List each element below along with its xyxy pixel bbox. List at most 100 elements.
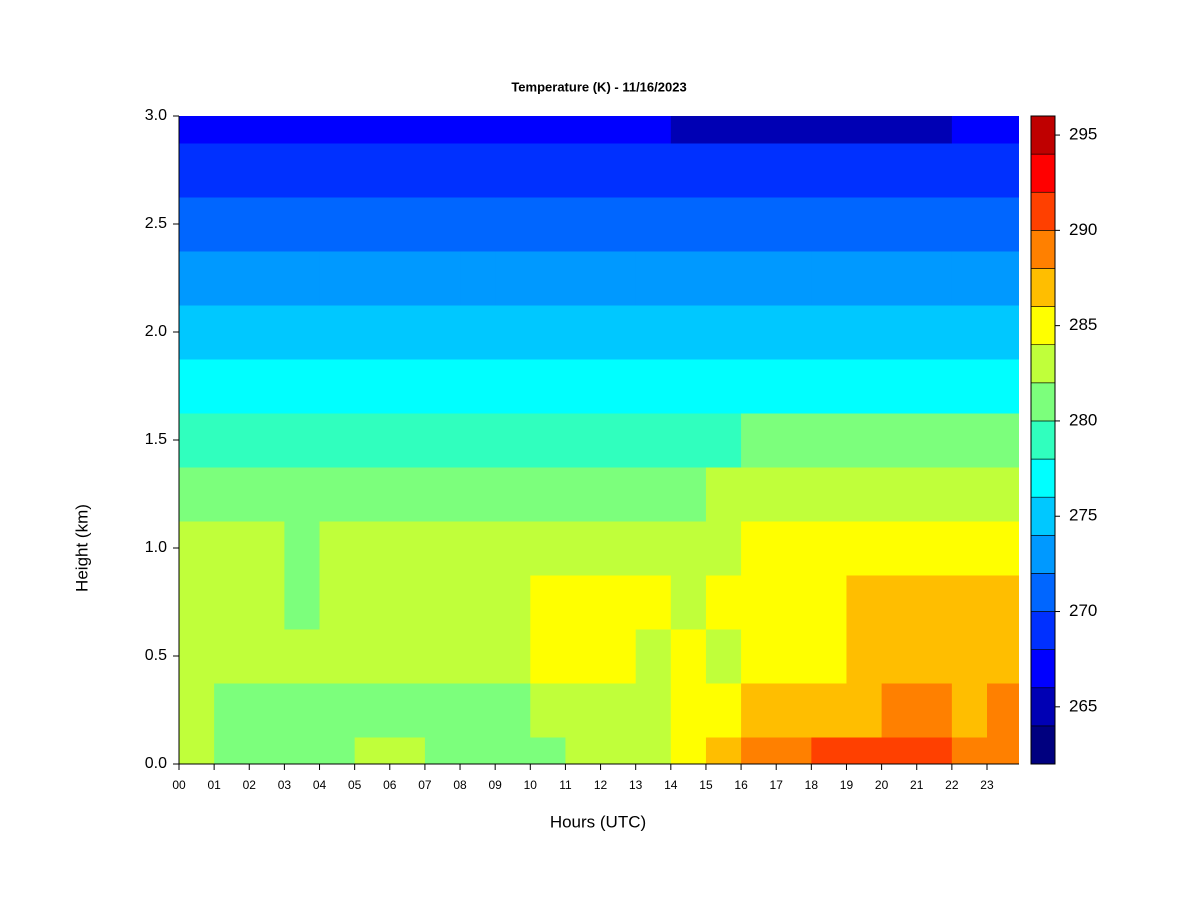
x-tick-label: 13 — [629, 778, 643, 792]
heat-cell — [565, 629, 602, 684]
heat-cell — [495, 575, 531, 630]
x-axis-label: Hours (UTC) — [550, 812, 646, 831]
heat-cell — [495, 116, 531, 144]
x-tick-label: 05 — [348, 778, 362, 792]
heat-cell — [530, 467, 566, 522]
heat-cell — [354, 116, 391, 144]
heat-cell — [179, 305, 215, 360]
heat-cell — [389, 197, 426, 252]
heat-cell — [741, 143, 777, 198]
heat-cell — [284, 359, 321, 414]
heat-cell — [916, 467, 953, 522]
heat-cell — [214, 467, 250, 522]
x-tick-label: 03 — [278, 778, 292, 792]
heat-cell — [495, 251, 531, 306]
heat-cell — [389, 737, 426, 764]
x-tick-label: 12 — [594, 778, 608, 792]
heat-cell — [214, 197, 250, 252]
heat-cell — [670, 737, 707, 764]
x-tick-label: 16 — [734, 778, 748, 792]
heat-cell — [179, 575, 215, 630]
x-tick-label: 04 — [313, 778, 327, 792]
heat-cell — [986, 413, 1019, 468]
heat-cell — [951, 575, 988, 630]
x-tick-label: 02 — [243, 778, 257, 792]
x-tick-label: 14 — [664, 778, 678, 792]
heat-cell — [986, 143, 1019, 198]
heat-cell — [530, 359, 566, 414]
heat-cell — [460, 629, 496, 684]
heat-cell — [705, 683, 742, 738]
heat-cell — [635, 575, 672, 630]
heat-cell — [460, 143, 496, 198]
colorbar-tick-label: 290 — [1069, 220, 1097, 239]
heat-cell — [460, 305, 496, 360]
heat-cell — [635, 116, 672, 144]
heat-cell — [389, 467, 426, 522]
heat-cell — [670, 305, 707, 360]
heat-cell — [846, 305, 883, 360]
heat-cell — [951, 521, 988, 576]
heat-cell — [705, 413, 742, 468]
heat-cell — [424, 575, 461, 630]
heat-cell — [249, 305, 285, 360]
colorbar-tick-label: 295 — [1069, 125, 1097, 144]
heat-cell — [249, 197, 285, 252]
heat-cell — [565, 575, 602, 630]
heat-cell — [424, 467, 461, 522]
x-tick-label: 18 — [805, 778, 819, 792]
heat-cell — [600, 116, 637, 144]
heat-cell — [354, 359, 391, 414]
heat-cell — [881, 305, 918, 360]
heat-cell — [354, 143, 391, 198]
heat-cell — [179, 359, 215, 414]
heat-cell — [881, 251, 918, 306]
heat-cell — [424, 116, 461, 144]
colorbar-tick-label: 285 — [1069, 315, 1097, 334]
heat-cell — [811, 359, 847, 414]
heat-cell — [530, 629, 566, 684]
heat-cell — [776, 251, 812, 306]
x-tick-label: 20 — [875, 778, 889, 792]
x-tick-label: 19 — [840, 778, 854, 792]
heat-cell — [460, 521, 496, 576]
heat-cell — [284, 116, 321, 144]
heat-cell — [670, 197, 707, 252]
heat-cell — [565, 197, 602, 252]
heat-cell — [179, 143, 215, 198]
heat-cell — [741, 197, 777, 252]
colorbar-band — [1030, 230, 1056, 269]
y-tick-label: 3.0 — [145, 107, 167, 124]
heat-cell — [776, 197, 812, 252]
heat-cell — [389, 251, 426, 306]
heat-cell — [986, 521, 1019, 576]
heat-cell — [565, 116, 602, 144]
heat-cell — [284, 197, 321, 252]
heat-cell — [424, 197, 461, 252]
heat-cell — [986, 359, 1019, 414]
chart-title: Temperature (K) - 11/16/2023 — [511, 79, 686, 94]
heat-cell — [249, 467, 285, 522]
heat-cell — [881, 116, 918, 144]
heat-cell — [249, 251, 285, 306]
y-tick-label: 2.0 — [145, 323, 167, 340]
heat-cell — [811, 197, 847, 252]
heat-cell — [705, 629, 742, 684]
heat-cell — [600, 251, 637, 306]
heat-cell — [214, 305, 250, 360]
heat-cell — [811, 575, 847, 630]
heat-cell — [600, 143, 637, 198]
heat-cell — [354, 197, 391, 252]
heat-cell — [179, 413, 215, 468]
heat-cell — [600, 359, 637, 414]
heat-cell — [530, 521, 566, 576]
heat-cell — [319, 575, 356, 630]
heat-cell — [986, 116, 1019, 144]
heat-cell — [846, 521, 883, 576]
heat-cell — [670, 575, 707, 630]
heat-cell — [565, 305, 602, 360]
heat-cell — [776, 305, 812, 360]
x-tick-label: 15 — [699, 778, 713, 792]
heat-cell — [249, 575, 285, 630]
